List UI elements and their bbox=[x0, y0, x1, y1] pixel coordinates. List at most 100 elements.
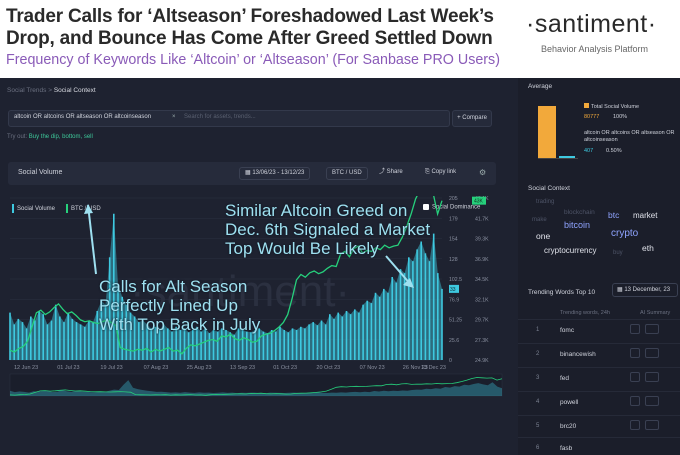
chip-close-icon[interactable]: × bbox=[172, 114, 176, 120]
trending-word[interactable]: brc20 bbox=[560, 423, 577, 430]
logo-tagline: Behavior Analysis Platform bbox=[541, 44, 649, 54]
x-tick: 25 Aug 23 bbox=[187, 365, 212, 371]
annotation-right-line: Similar Altcoin Greed on bbox=[225, 201, 408, 220]
annotation-left-line: Perfectly Lined Up bbox=[99, 296, 238, 315]
arrow-head-icon bbox=[84, 204, 93, 214]
trending-word[interactable]: fasb bbox=[560, 445, 573, 452]
chart-icon[interactable] bbox=[630, 348, 640, 358]
settings-icon[interactable]: ⚙ bbox=[479, 168, 487, 177]
sidebar: Average Total Social Volume 80777 100% a… bbox=[518, 78, 680, 455]
cloud-word[interactable]: bitcoin bbox=[564, 220, 591, 230]
y-right-tick: 34.5K bbox=[475, 277, 489, 283]
compare-button[interactable]: + Compare bbox=[452, 110, 492, 127]
trending-row[interactable]: 1 fomc bbox=[518, 319, 680, 339]
total-value: 80777 bbox=[584, 114, 600, 120]
navigator-volume bbox=[10, 380, 502, 396]
y-left-tick: 128 bbox=[449, 257, 458, 263]
cloud-word[interactable]: one bbox=[536, 231, 551, 241]
ai-summary-icon[interactable] bbox=[645, 396, 659, 406]
cloud-word[interactable]: btc bbox=[608, 210, 620, 220]
chart-icon[interactable] bbox=[630, 372, 640, 382]
query-value: 407 bbox=[584, 148, 594, 154]
context-title: Social Context bbox=[528, 185, 570, 192]
y-right-tick: 41.7K bbox=[475, 216, 489, 222]
orange-swatch-icon bbox=[584, 103, 589, 108]
legend-dominance[interactable]: Social Dominance bbox=[423, 204, 480, 211]
panel-title: Social Volume bbox=[18, 169, 63, 176]
breadcrumb-separator: > bbox=[48, 87, 52, 94]
cloud-word[interactable]: crypto bbox=[611, 228, 639, 239]
breadcrumb-parent[interactable]: Social Trends bbox=[7, 87, 47, 94]
copy-link-button[interactable]: ⎘ Copy link bbox=[420, 167, 461, 180]
share-label: Share bbox=[386, 169, 403, 175]
breadcrumb-current: Social Context bbox=[53, 87, 96, 94]
ai-summary-icon[interactable] bbox=[645, 420, 659, 430]
annotation-left: Calls for Alt Season Perfectly Lined Up … bbox=[99, 277, 260, 334]
trending-title: Trending Words Top 10 bbox=[528, 289, 596, 296]
search-bar[interactable]: altcoin OR altcoins OR altseason OR altc… bbox=[8, 110, 450, 127]
y-right-tick: 24.9K bbox=[475, 358, 489, 364]
share-button[interactable]: ⤴ Share bbox=[374, 167, 408, 180]
social-volume-chart[interactable]: ·santiment· 205 179 154 128 102.5 76.9 51.25 25.… bbox=[0, 196, 518, 455]
header: Trader Calls for ‘Altseason’ Foreshadowe… bbox=[0, 0, 680, 72]
trending-rank: 5 bbox=[536, 423, 540, 429]
volume-tag-label: 33 bbox=[450, 287, 456, 293]
trending-rank: 6 bbox=[536, 445, 540, 451]
trending-row[interactable]: 4 powell bbox=[518, 391, 680, 411]
legend-btc[interactable]: BTC / USD bbox=[66, 204, 101, 213]
trending-row[interactable]: 6 fasb bbox=[518, 437, 680, 455]
y-left-tick: 179 bbox=[449, 216, 458, 222]
chart-icon[interactable] bbox=[630, 324, 640, 334]
trending-date: 13 December, 23 bbox=[624, 287, 671, 293]
trending-word[interactable]: powell bbox=[560, 399, 579, 406]
cloud-word[interactable]: trading bbox=[536, 199, 555, 205]
btc-price-line bbox=[9, 196, 443, 355]
breadcrumb: Social Trends > Social Context bbox=[7, 87, 96, 94]
col-ai-header: AI Summary bbox=[640, 310, 671, 316]
cloud-word[interactable]: make bbox=[532, 217, 547, 223]
legend-social-volume[interactable]: Social Volume bbox=[12, 204, 55, 213]
col-words-header: Trending words, 24h bbox=[560, 310, 610, 316]
trending-row[interactable]: 3 fed bbox=[518, 367, 680, 387]
search-input[interactable]: Search for assets, trends... bbox=[184, 114, 256, 120]
y-right-tick: 29.7K bbox=[475, 318, 489, 324]
cloud-word[interactable]: blockchain bbox=[564, 209, 595, 216]
cloud-word[interactable]: cryptocurrency bbox=[544, 246, 597, 255]
y-left-tick: 205 bbox=[449, 196, 458, 202]
trending-word[interactable]: binancewish bbox=[560, 351, 596, 358]
santiment-logo: ·santiment· bbox=[526, 10, 657, 38]
search-chip[interactable]: altcoin OR altcoins OR altseason OR altc… bbox=[14, 114, 152, 120]
trending-row[interactable]: 2 binancewish bbox=[518, 343, 680, 363]
cloud-word[interactable]: eth bbox=[642, 243, 654, 253]
trending-word[interactable]: fed bbox=[560, 375, 570, 382]
price-tag bbox=[472, 196, 486, 205]
try-out-examples[interactable]: Buy the dip, bottom, sell bbox=[28, 134, 93, 140]
trending-date-picker[interactable]: ▦ 13 December, 23 bbox=[612, 283, 678, 297]
copy-label: Copy link bbox=[431, 169, 457, 175]
date-range-button[interactable]: ▦ 13/06/23 - 13/12/23 bbox=[239, 167, 311, 180]
y-right-tick: 32.1K bbox=[475, 297, 489, 303]
chart-icon[interactable] bbox=[630, 396, 640, 406]
x-tick: 12 Jun 23 bbox=[14, 365, 38, 371]
volume-tag bbox=[449, 284, 459, 293]
range-navigator bbox=[9, 373, 503, 397]
chart-icon[interactable] bbox=[630, 420, 640, 430]
cloud-word[interactable]: buy bbox=[613, 250, 623, 256]
trending-row[interactable]: 5 brc20 bbox=[518, 415, 680, 435]
trending-rank: 1 bbox=[536, 327, 540, 333]
ai-summary-icon[interactable] bbox=[645, 372, 659, 382]
average-title: Average bbox=[528, 83, 553, 90]
total-label: Total Social Volume bbox=[584, 103, 639, 110]
trending-word[interactable]: fomc bbox=[560, 327, 575, 334]
arrow-head-icon bbox=[403, 278, 414, 288]
ai-summary-icon[interactable] bbox=[645, 324, 659, 334]
cloud-word[interactable]: market bbox=[633, 211, 658, 220]
pair-select[interactable]: BTC / USD bbox=[326, 167, 368, 180]
y-left-tick: 0 bbox=[449, 358, 452, 364]
query-pct: 0.50% bbox=[606, 148, 622, 154]
calendar-icon: ▦ bbox=[245, 170, 253, 176]
trending-rank: 3 bbox=[536, 375, 540, 381]
ai-summary-icon[interactable] bbox=[645, 348, 659, 358]
x-tick: 13 Sep 23 bbox=[230, 365, 255, 371]
y-left-tick: 154 bbox=[449, 237, 458, 243]
